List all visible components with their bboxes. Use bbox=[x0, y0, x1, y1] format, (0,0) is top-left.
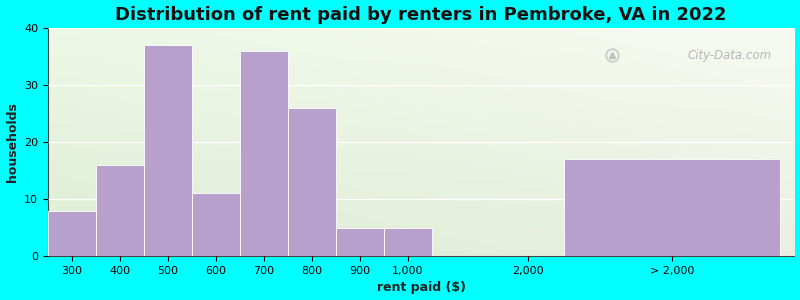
Title: Distribution of rent paid by renters in Pembroke, VA in 2022: Distribution of rent paid by renters in … bbox=[115, 6, 727, 24]
Bar bbox=[48, 211, 96, 256]
Bar bbox=[336, 228, 384, 256]
Bar bbox=[96, 165, 144, 256]
Bar bbox=[384, 228, 432, 256]
Bar bbox=[240, 51, 288, 256]
Bar bbox=[144, 45, 192, 256]
Text: City-Data.com: City-Data.com bbox=[688, 49, 772, 62]
Bar bbox=[564, 159, 780, 256]
X-axis label: rent paid ($): rent paid ($) bbox=[377, 281, 466, 294]
Bar bbox=[288, 108, 336, 256]
Bar bbox=[192, 194, 240, 256]
Y-axis label: households: households bbox=[6, 102, 18, 182]
